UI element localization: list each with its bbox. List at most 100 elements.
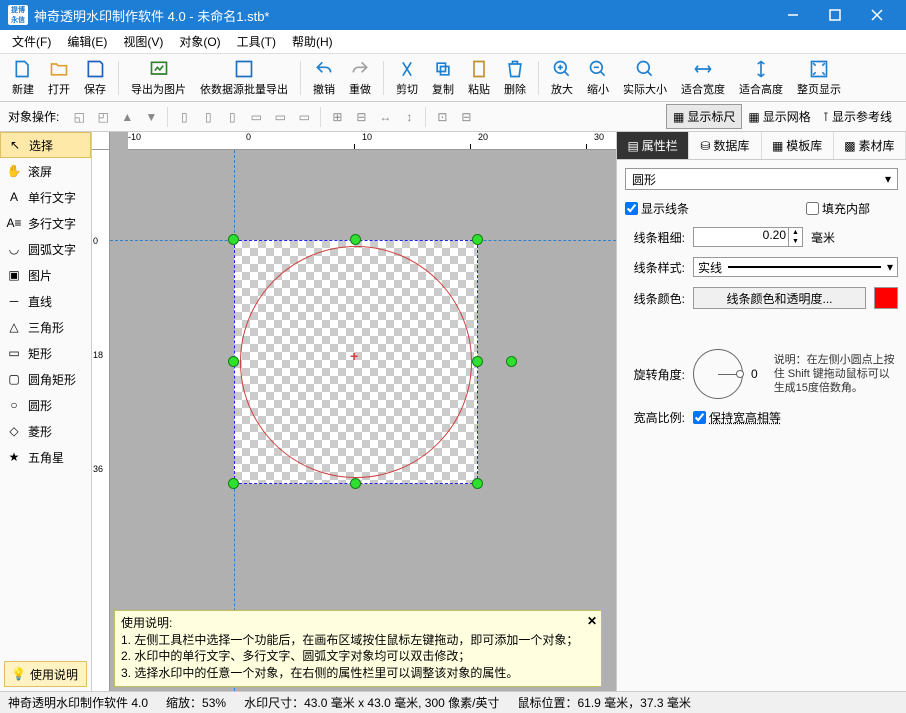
cut-button[interactable]: 剪切: [390, 56, 424, 99]
menu-item[interactable]: 编辑(E): [59, 31, 115, 52]
paste-button[interactable]: 粘贴: [462, 56, 496, 99]
color-button[interactable]: 线条颜色和透明度...: [693, 287, 866, 309]
align-top-icon[interactable]: ▭: [245, 106, 267, 128]
menu-item[interactable]: 工具(T): [229, 31, 284, 52]
tool-pan[interactable]: ✋滚屏: [0, 158, 91, 184]
triangle-icon: △: [6, 320, 22, 334]
tab-props[interactable]: ▤属性栏: [617, 132, 689, 159]
dist-h-icon[interactable]: ⊞: [326, 106, 348, 128]
tool-select[interactable]: ↖选择: [0, 132, 91, 158]
tool-diamond[interactable]: ◇菱形: [0, 418, 91, 444]
object-toolbar: 对象操作: ◱ ◰ ▲ ▼ ▯ ▯ ▯ ▭ ▭ ▭ ⊞ ⊟ ↔ ↕ ⊡ ⊟ ▦显…: [0, 102, 906, 132]
open-button[interactable]: 打开: [42, 56, 76, 99]
delete-button[interactable]: 删除: [498, 56, 532, 99]
canvas[interactable]: + ✕ 使用说明: 1. 左侧工具栏中选择一个功能后，在画布区域按住鼠标左键拖动…: [110, 150, 616, 691]
maximize-button[interactable]: [814, 0, 856, 30]
layer-front-icon[interactable]: ◱: [68, 106, 90, 128]
same-w-icon[interactable]: ↔: [374, 106, 396, 128]
tool-line[interactable]: ─直线: [0, 288, 91, 314]
align-left-icon[interactable]: ▯: [173, 106, 195, 128]
undo-button[interactable]: 撤销: [307, 56, 341, 99]
resize-handle[interactable]: [472, 478, 483, 489]
resize-handle[interactable]: [472, 234, 483, 245]
toggle-ruler[interactable]: ▦显示标尺: [666, 104, 742, 129]
tool-circle[interactable]: ○圆形: [0, 392, 91, 418]
show-line-checkbox[interactable]: 显示线条: [625, 200, 689, 217]
tool-rect[interactable]: ▭矩形: [0, 340, 91, 366]
resize-handle[interactable]: [350, 478, 361, 489]
delete-icon: [504, 58, 526, 80]
ungroup-icon[interactable]: ⊟: [455, 106, 477, 128]
align-center-icon[interactable]: ▯: [197, 106, 219, 128]
help-button[interactable]: 💡 使用说明: [4, 661, 87, 687]
fitpage-button[interactable]: 整页显示: [791, 56, 847, 99]
shape-selector[interactable]: 圆形 ▾: [625, 168, 898, 190]
line-style-select[interactable]: 实线 ▾: [693, 257, 898, 277]
resize-handle[interactable]: [228, 356, 239, 367]
export-img-button[interactable]: 导出为图片: [125, 56, 192, 99]
tab-db[interactable]: ⛁数据库: [689, 132, 761, 159]
new-button[interactable]: 新建: [6, 56, 40, 99]
tool-text1[interactable]: A单行文字: [0, 184, 91, 210]
tab-assets[interactable]: ▩素材库: [834, 132, 906, 159]
close-button[interactable]: [856, 0, 898, 30]
tool-triangle[interactable]: △三角形: [0, 314, 91, 340]
tool-roundrect[interactable]: ▢圆角矩形: [0, 366, 91, 392]
resize-handle[interactable]: [350, 234, 361, 245]
copy-button[interactable]: 复制: [426, 56, 460, 99]
menu-item[interactable]: 视图(V): [115, 31, 171, 52]
fill-checkbox[interactable]: 填充内部: [806, 200, 870, 217]
statusbar: 神奇透明水印制作软件 4.0 缩放：53% 水印尺寸：43.0 毫米 x 43.…: [0, 691, 906, 713]
ratio-checkbox[interactable]: 保持宽高相等: [693, 409, 781, 426]
zoom100-button[interactable]: 实际大小: [617, 56, 673, 99]
tool-star[interactable]: ★五角星: [0, 444, 91, 470]
rotate-dial[interactable]: [693, 349, 743, 399]
new-icon: [12, 58, 34, 80]
fith-button[interactable]: 适合高度: [733, 56, 789, 99]
menu-item[interactable]: 对象(O): [171, 31, 228, 52]
color-swatch[interactable]: [874, 287, 898, 309]
resize-handle[interactable]: [506, 356, 517, 367]
redo-button[interactable]: 重做: [343, 56, 377, 99]
same-h-icon[interactable]: ↕: [398, 106, 420, 128]
export-img-icon: [148, 58, 170, 80]
tool-image[interactable]: ▣图片: [0, 262, 91, 288]
save-button[interactable]: 保存: [78, 56, 112, 99]
fith-icon: [750, 58, 772, 80]
tab-tpl[interactable]: ▦模板库: [762, 132, 834, 159]
properties-panel: ▤属性栏⛁数据库▦模板库▩素材库 圆形 ▾ 显示线条 填充内部 线条粗细: 0.…: [616, 132, 906, 691]
export-batch-button[interactable]: 依数据源批量导出: [194, 56, 294, 99]
group-icon[interactable]: ⊡: [431, 106, 453, 128]
toggle-grid[interactable]: ▦显示网格: [742, 104, 816, 129]
spinner-up[interactable]: ▲: [788, 228, 802, 237]
menu-item[interactable]: 文件(F): [4, 31, 59, 52]
menu-item[interactable]: 帮助(H): [284, 31, 341, 52]
spinner-down[interactable]: ▼: [788, 237, 802, 246]
toggle-guides[interactable]: ⊺显示参考线: [817, 104, 898, 129]
help-line: 2. 水印中的单行文字、多行文字、圆弧文字对象均可以双击修改；: [121, 648, 595, 665]
status-zoom: 缩放：53%: [166, 694, 226, 711]
resize-handle[interactable]: [472, 356, 483, 367]
canvas-area: -100102030 01836 + ✕ 使用说明: 1. 左侧工具栏中选择一个…: [92, 132, 616, 691]
help-close-icon[interactable]: ✕: [587, 613, 597, 630]
fitw-button[interactable]: 适合宽度: [675, 56, 731, 99]
thickness-unit: 毫米: [811, 229, 835, 246]
thickness-input[interactable]: 0.20 ▲▼: [693, 227, 803, 247]
align-right-icon[interactable]: ▯: [221, 106, 243, 128]
align-middle-icon[interactable]: ▭: [269, 106, 291, 128]
zoomout-button[interactable]: 缩小: [581, 56, 615, 99]
resize-handle[interactable]: [228, 478, 239, 489]
layer-down-icon[interactable]: ▼: [140, 106, 162, 128]
cut-icon: [396, 58, 418, 80]
tool-arctext[interactable]: ◡圆弧文字: [0, 236, 91, 262]
dist-v-icon[interactable]: ⊟: [350, 106, 372, 128]
align-bottom-icon[interactable]: ▭: [293, 106, 315, 128]
resize-handle[interactable]: [228, 234, 239, 245]
tool-text2[interactable]: A≡多行文字: [0, 210, 91, 236]
redo-icon: [349, 58, 371, 80]
minimize-button[interactable]: [772, 0, 814, 30]
zoomin-button[interactable]: 放大: [545, 56, 579, 99]
rotate-explain: 说明：在左侧小圆点上按住 Shift 键拖动鼠标可以生成15度倍数角。: [774, 353, 898, 396]
layer-up-icon[interactable]: ▲: [116, 106, 138, 128]
layer-back-icon[interactable]: ◰: [92, 106, 114, 128]
